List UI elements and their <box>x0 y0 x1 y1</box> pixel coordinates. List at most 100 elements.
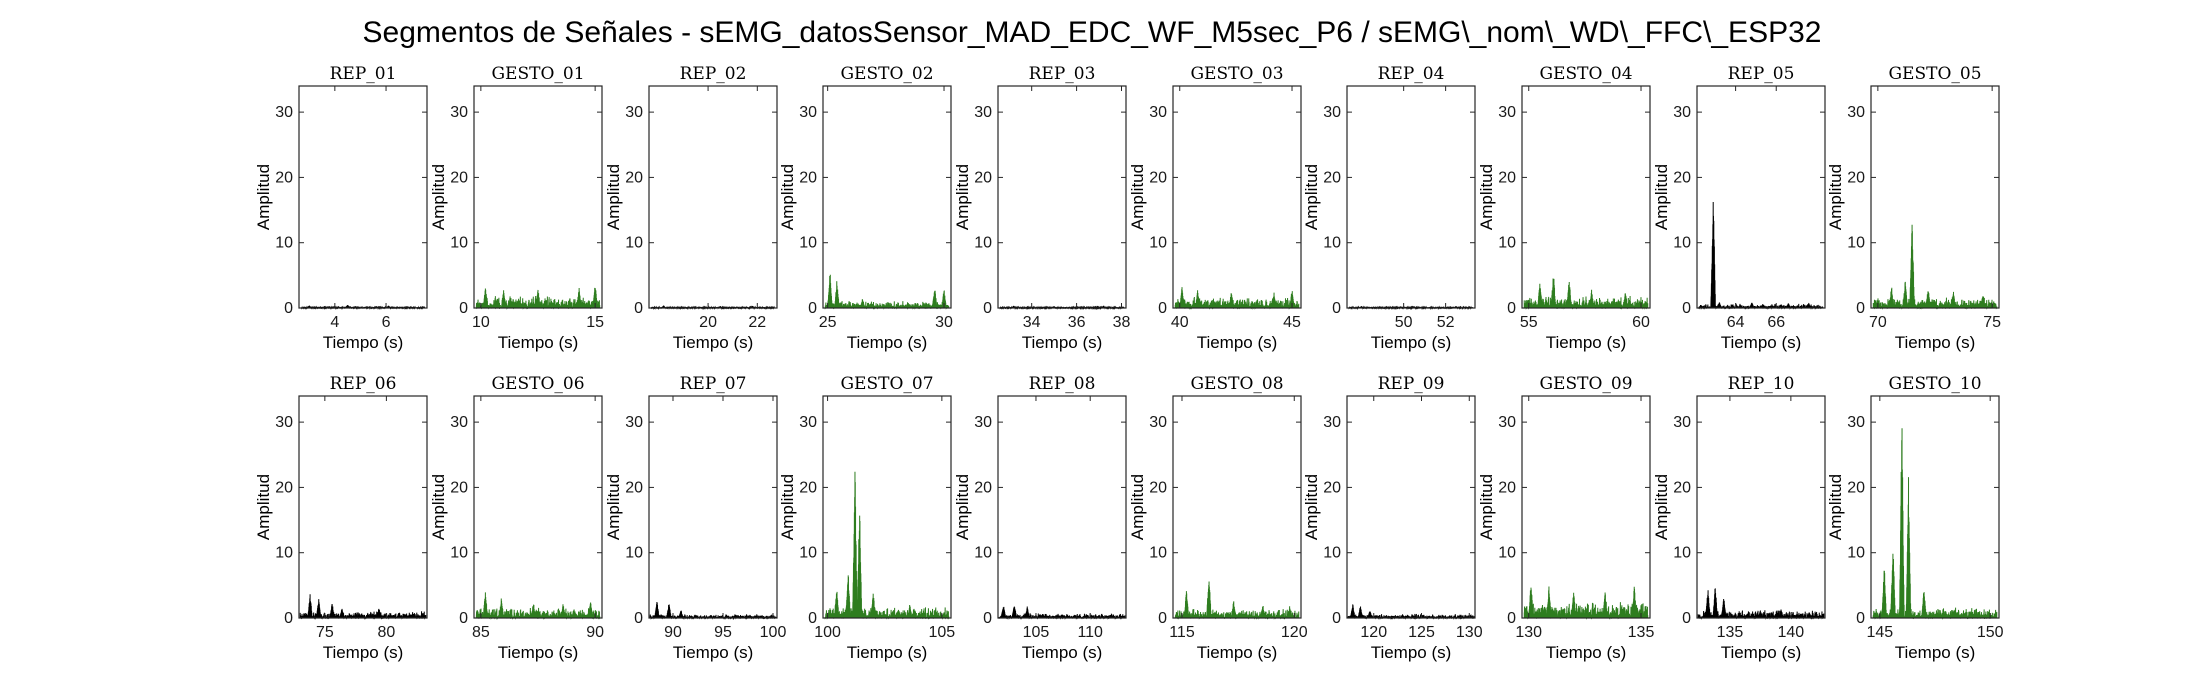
x-tick-label: 105 <box>1023 624 1050 641</box>
y-tick-label: 30 <box>799 104 817 121</box>
y-tick-label: 30 <box>1847 104 1865 121</box>
plot-frame <box>1696 395 1826 619</box>
y-axis-label: Amplitud <box>1652 164 1671 230</box>
y-tick-label: 10 <box>625 545 643 562</box>
y-tick-label: 0 <box>634 300 643 317</box>
subplot-rep-05: 0 10 20 30 64 66 REP_05 Tiempo (s) Amplitud <box>1652 64 1826 352</box>
y-tick-label: 10 <box>1673 235 1691 252</box>
subplot-title: GESTO_10 <box>1888 374 1981 394</box>
y-tick-label: 30 <box>1149 104 1167 121</box>
subplot-title: REP_06 <box>330 374 397 394</box>
subplot-title: REP_09 <box>1378 374 1445 394</box>
x-tick-label: 120 <box>1360 624 1387 641</box>
x-tick-label: 130 <box>1456 624 1483 641</box>
plot-frame <box>1346 85 1476 309</box>
x-tick-label: 110 <box>1077 624 1103 641</box>
y-axis-label: Amplitud <box>1128 164 1147 230</box>
subplot-title: REP_05 <box>1728 64 1795 84</box>
x-tick-label: 150 <box>1977 624 2004 641</box>
y-tick-label: 10 <box>1149 235 1167 252</box>
signal-trace-11 <box>299 594 427 620</box>
y-tick-label: 0 <box>1856 300 1865 317</box>
x-tick-label: 100 <box>760 624 787 641</box>
signal-trace-18 <box>1523 586 1649 620</box>
y-axis-label: Amplitud <box>953 474 972 540</box>
plot-frame <box>648 395 778 619</box>
x-axis-label: Tiempo (s) <box>673 333 754 352</box>
x-tick-label: 95 <box>714 624 732 641</box>
x-tick-label: 75 <box>1983 314 2001 331</box>
x-tick-label: 140 <box>1778 624 1805 641</box>
x-tick-label: 145 <box>1866 624 1893 641</box>
y-tick-label: 20 <box>625 479 643 496</box>
y-tick-label: 10 <box>974 545 992 562</box>
y-axis-label: Amplitud <box>1128 474 1147 540</box>
y-tick-label: 20 <box>974 169 992 186</box>
y-tick-label: 30 <box>1498 414 1516 431</box>
x-tick-label: 10 <box>472 314 490 331</box>
y-tick-label: 30 <box>1323 104 1341 121</box>
y-tick-label: 20 <box>275 479 293 496</box>
x-tick-label: 50 <box>1395 314 1413 331</box>
figure-title: Segmentos de Señales - sEMG_datosSensor_… <box>363 16 1822 49</box>
y-tick-label: 0 <box>634 610 643 627</box>
x-axis-label: Tiempo (s) <box>847 333 928 352</box>
plot-frame <box>473 395 603 619</box>
x-tick-label: 22 <box>748 314 766 331</box>
plot-frame <box>1696 85 1826 309</box>
y-axis-label: Amplitud <box>1826 474 1845 540</box>
y-axis-label: Amplitud <box>1302 164 1321 230</box>
y-tick-label: 20 <box>1673 169 1691 186</box>
y-tick-label: 10 <box>1673 545 1691 562</box>
subplot-rep-02: 0 10 20 30 20 22 REP_02 Tiempo (s) Amplitud <box>604 64 778 352</box>
subplot-gesto-04: 0 10 20 30 55 60 GESTO_04 Tiempo (s) Amplitud <box>1477 64 1651 352</box>
plot-frame <box>1870 85 2000 309</box>
subplot-title: GESTO_01 <box>491 64 584 84</box>
subplot-title: REP_01 <box>330 64 397 84</box>
x-tick-label: 52 <box>1437 314 1455 331</box>
x-tick-label: 40 <box>1171 314 1189 331</box>
y-tick-label: 20 <box>1847 479 1865 496</box>
y-tick-label: 30 <box>275 414 293 431</box>
signal-trace-13 <box>649 601 777 620</box>
subplot-gesto-09: 0 10 20 30 130 135 GESTO_09 Tiempo (s) Amplitud <box>1477 374 1654 662</box>
y-axis-label: Amplitud <box>604 474 623 540</box>
y-tick-label: 0 <box>284 610 293 627</box>
x-axis-label: Tiempo (s) <box>1546 643 1627 662</box>
x-tick-label: 64 <box>1727 314 1745 331</box>
x-axis-label: Tiempo (s) <box>1895 333 1976 352</box>
x-tick-label: 125 <box>1408 624 1435 641</box>
y-axis-label: Amplitud <box>1302 474 1321 540</box>
y-tick-label: 0 <box>459 610 468 627</box>
y-tick-label: 0 <box>1507 300 1516 317</box>
x-tick-label: 25 <box>819 314 837 331</box>
y-axis-label: Amplitud <box>254 164 273 230</box>
y-tick-label: 30 <box>1498 104 1516 121</box>
y-tick-label: 20 <box>1323 479 1341 496</box>
subplot-title: GESTO_04 <box>1539 64 1632 84</box>
x-tick-label: 4 <box>330 314 339 331</box>
x-tick-label: 80 <box>377 624 395 641</box>
y-tick-label: 20 <box>450 479 468 496</box>
x-tick-label: 70 <box>1869 314 1887 331</box>
x-axis-label: Tiempo (s) <box>1371 333 1452 352</box>
plot-frame <box>298 395 428 619</box>
subplot-title: GESTO_06 <box>491 374 584 394</box>
y-axis-label: Amplitud <box>778 474 797 540</box>
y-tick-label: 10 <box>275 545 293 562</box>
x-tick-label: 100 <box>814 624 841 641</box>
y-tick-label: 10 <box>1847 235 1865 252</box>
subplot-rep-04: 0 10 20 30 50 52 REP_04 Tiempo (s) Amplitud <box>1302 64 1476 352</box>
y-tick-label: 30 <box>974 104 992 121</box>
x-axis-label: Tiempo (s) <box>1546 333 1627 352</box>
x-tick-label: 135 <box>1717 624 1744 641</box>
y-tick-label: 10 <box>1847 545 1865 562</box>
x-tick-label: 85 <box>472 624 490 641</box>
y-tick-label: 10 <box>1323 235 1341 252</box>
signal-trace-10 <box>1872 224 1998 310</box>
y-tick-label: 20 <box>1323 169 1341 186</box>
y-tick-label: 10 <box>1149 545 1167 562</box>
signal-trace-9 <box>1698 202 1824 310</box>
subplot-title: REP_08 <box>1029 374 1096 394</box>
y-tick-label: 0 <box>983 300 992 317</box>
